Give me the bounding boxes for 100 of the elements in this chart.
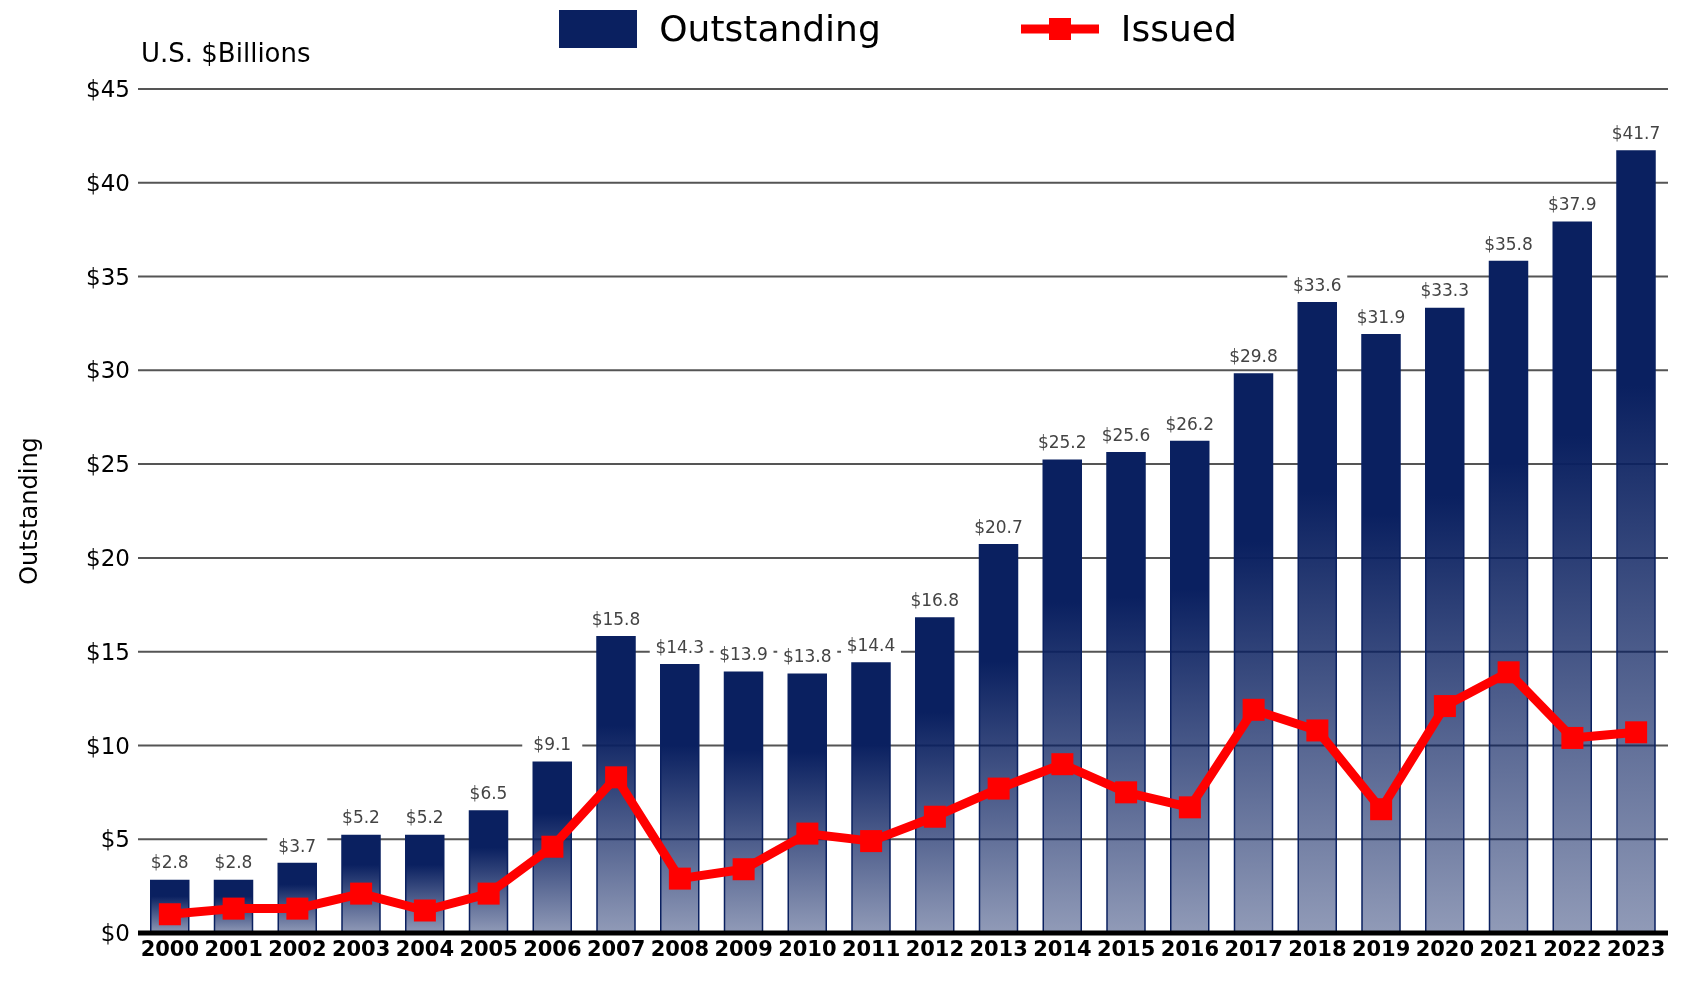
point	[477, 882, 500, 905]
data-label: $29.8	[1229, 346, 1278, 367]
x-tick-label: 2003	[331, 936, 391, 961]
point	[923, 805, 946, 828]
x-tick-label: 2022	[1543, 936, 1602, 961]
x-tick-label: 2009	[714, 936, 773, 961]
x-tick-label: 2023	[1606, 936, 1666, 961]
y-tick-label: $35	[86, 263, 130, 290]
bar	[1425, 307, 1465, 933]
point	[1306, 719, 1329, 742]
data-label: $13.8	[782, 646, 832, 667]
data-label: $33.6	[1292, 274, 1342, 295]
data-label: $2.8	[214, 852, 253, 873]
bar	[978, 544, 1019, 933]
data-label: $16.8	[910, 589, 960, 610]
point	[1625, 721, 1648, 744]
data-label: $14.4	[846, 634, 896, 655]
bar	[1361, 333, 1401, 933]
bar	[1552, 221, 1592, 933]
bar	[1233, 373, 1274, 933]
bar	[723, 671, 764, 933]
y-tick-label: $10	[86, 732, 130, 759]
data-label: $15.8	[591, 608, 641, 629]
x-tick-label: 2005	[459, 936, 518, 961]
point	[1370, 798, 1393, 821]
point	[1433, 695, 1456, 718]
y-tick-label: $0	[100, 920, 130, 947]
point	[541, 835, 564, 858]
x-tick-label: 2008	[650, 936, 710, 961]
x-tick-label: 2002	[268, 936, 327, 961]
point	[1561, 726, 1584, 749]
y-tick-label: $20	[86, 545, 130, 572]
data-label: $3.7	[278, 835, 317, 856]
data-label: $31.9	[1356, 306, 1406, 327]
data-label: $5.2	[405, 807, 444, 828]
y-axis-title: Outstanding	[14, 437, 43, 585]
bar	[1170, 440, 1210, 933]
y-tick-label: $30	[86, 357, 130, 384]
x-tick-label: 2013	[969, 936, 1028, 961]
x-tick-label: 2012	[905, 936, 965, 961]
bar	[787, 673, 827, 933]
x-tick-label: 2004	[395, 936, 455, 961]
data-label: $9.1	[533, 734, 572, 755]
x-tick-label: 2014	[1033, 936, 1092, 961]
legend-label: Outstanding	[659, 8, 881, 49]
data-label: $25.2	[1037, 432, 1087, 453]
bar	[1488, 260, 1529, 933]
x-tick-label: 2006	[523, 936, 582, 961]
legend-label: Issued	[1120, 8, 1237, 49]
point	[987, 777, 1010, 800]
x-tick-label: 2010	[778, 936, 837, 961]
x-tick-label: 2011	[841, 936, 901, 961]
point	[605, 766, 628, 789]
x-tick-label: 2018	[1288, 936, 1347, 961]
text: U.S. $Billions	[141, 38, 311, 68]
bar	[596, 635, 636, 933]
point	[1242, 698, 1265, 721]
data-label: $13.9	[719, 644, 768, 665]
x-tick-label: 2020	[1415, 936, 1475, 961]
bar	[1297, 302, 1337, 933]
data-label: $35.8	[1484, 233, 1533, 254]
point	[732, 858, 755, 881]
data-label: $41.7	[1611, 122, 1661, 143]
data-label: $33.3	[1420, 280, 1470, 301]
x-tick-label: 2021	[1479, 936, 1538, 961]
point	[1051, 753, 1074, 776]
point	[1115, 781, 1138, 804]
x-tick-label: 2016	[1160, 936, 1220, 961]
data-label: $37.9	[1547, 194, 1597, 215]
x-tick-label: 2007	[586, 936, 646, 961]
x-tick-label: 2017	[1224, 936, 1283, 961]
data-label: $6.5	[469, 783, 508, 804]
y-tick-label: $45	[86, 76, 130, 103]
bar	[851, 662, 891, 933]
bar	[915, 617, 955, 933]
point	[860, 830, 883, 853]
data-label: $2.8	[150, 852, 189, 873]
x-tick-label: 2000	[140, 936, 200, 961]
x-tick-label: 2019	[1351, 936, 1411, 961]
point	[413, 899, 436, 922]
point	[286, 897, 309, 920]
point	[1178, 796, 1201, 819]
data-label: $20.7	[974, 516, 1023, 537]
data-label: $25.6	[1101, 424, 1151, 445]
y-tick-label: $15	[86, 638, 130, 665]
data-label: $14.3	[655, 636, 705, 657]
data-label: $5.2	[342, 807, 380, 828]
bar	[660, 664, 700, 933]
bar	[1106, 452, 1146, 933]
bar	[1042, 459, 1082, 933]
x-tick-label: 2015	[1096, 936, 1156, 961]
x-tick-label: 2001	[204, 936, 263, 961]
bar	[1616, 150, 1656, 933]
y-tick-label: $40	[86, 169, 130, 196]
point	[1497, 661, 1520, 684]
point	[668, 867, 691, 890]
point	[350, 882, 373, 905]
y-tick-label: $5	[100, 826, 130, 853]
y-tick-label: $25	[86, 451, 130, 478]
point	[796, 822, 819, 845]
